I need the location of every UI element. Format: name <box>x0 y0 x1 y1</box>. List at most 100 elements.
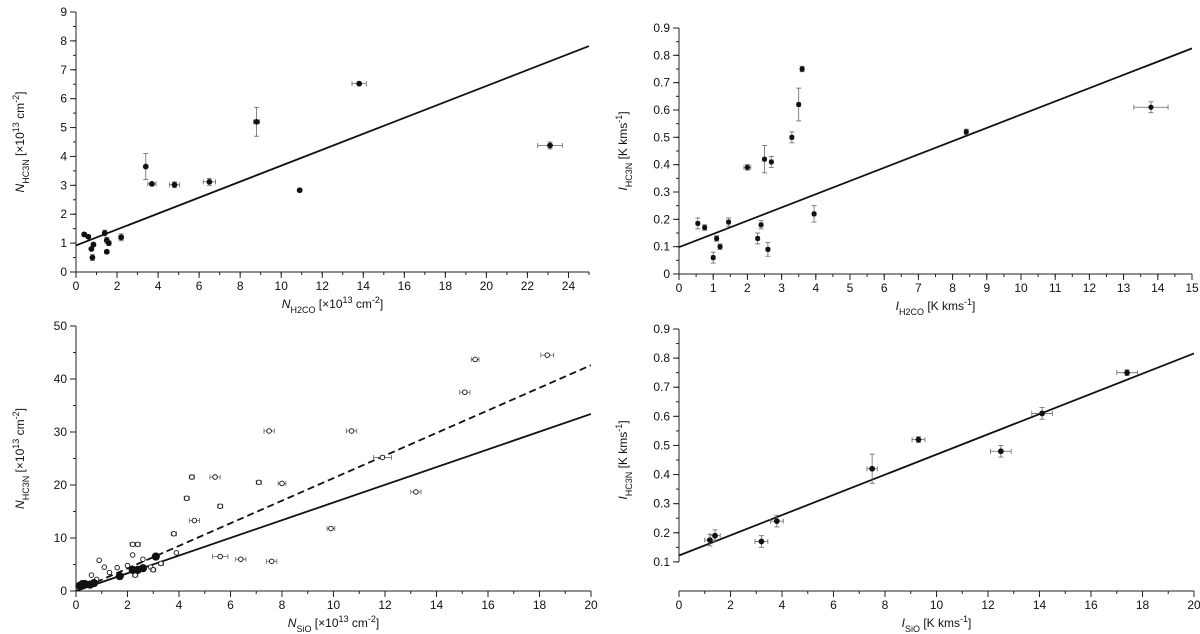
x-tick-label: 12 <box>981 598 995 612</box>
y-tick-label: 0.6 <box>653 409 670 423</box>
data-point <box>151 552 160 561</box>
x-tick-label: 8 <box>882 598 889 612</box>
filled-marker <box>89 578 99 588</box>
x-tick-label: 22 <box>521 279 535 293</box>
data-point <box>470 356 480 363</box>
label-unit: [K kms <box>616 432 630 472</box>
solid-fit-line <box>679 47 1192 249</box>
open-marker <box>88 572 95 578</box>
x-tick-label: 6 <box>830 598 837 612</box>
x-tick-label: 8 <box>279 598 286 612</box>
data-point <box>106 569 113 576</box>
label-exp: -1 <box>614 424 624 432</box>
data-point <box>459 389 471 396</box>
x-axis-title: NH2CO [×1013 cm-2] <box>282 295 383 315</box>
data-point <box>114 564 120 571</box>
x-tick-label: 12 <box>316 279 330 293</box>
x-axis-title: IH2CO [K kms-1] <box>896 297 976 317</box>
data-point <box>134 541 141 548</box>
open-marker <box>140 556 146 562</box>
label-exp2: -2 <box>368 614 376 624</box>
data-point <box>345 428 358 434</box>
x-tick-label: 14 <box>1151 281 1165 295</box>
x-tick-label: 12 <box>1083 281 1097 295</box>
y-tick-label: 7 <box>60 63 67 77</box>
x-axis-title: ISiO [K kms-1] <box>902 614 972 634</box>
label-exp: 13 <box>11 122 21 132</box>
filled-marker <box>206 178 213 185</box>
data-point <box>743 164 752 171</box>
data-point <box>811 205 817 223</box>
label-sym: N <box>288 616 297 630</box>
label-exp2: -2 <box>11 95 21 103</box>
data-point <box>255 479 262 486</box>
filled-marker <box>707 537 713 543</box>
x-tick-label: 18 <box>1136 598 1150 612</box>
filled-marker <box>725 219 732 225</box>
data-point <box>725 217 732 227</box>
data-point <box>253 106 261 137</box>
x-tick-label: 4 <box>176 598 183 612</box>
open-marker <box>217 553 223 560</box>
x-tick-label: 8 <box>237 279 244 293</box>
filled-marker <box>1039 410 1045 417</box>
data-point <box>138 564 148 573</box>
y-tick-label: 3 <box>60 178 67 192</box>
x-tick-label: 11 <box>1049 281 1062 295</box>
open-marker <box>129 541 136 548</box>
open-marker <box>544 352 550 358</box>
y-axis-title: IHC3N [K kms-1] <box>614 420 634 499</box>
y-tick-label: 0.4 <box>653 468 670 482</box>
data-point <box>1031 407 1053 420</box>
filled-marker <box>101 230 108 236</box>
y-tick-label: 0 <box>60 584 67 598</box>
label-sym: I <box>896 299 900 313</box>
x-axis-title: NSiO [×1013 cm-2] <box>288 614 379 634</box>
y-tick-label: 4 <box>60 149 67 163</box>
y-tick-label: 0.2 <box>653 526 670 540</box>
x-tick-label: 20 <box>584 598 598 612</box>
y-tick-label: 9 <box>60 5 67 19</box>
x-tick-label: 4 <box>779 598 786 612</box>
filled-marker <box>714 235 720 242</box>
label-tail: ] <box>972 299 975 313</box>
data-point <box>96 557 102 564</box>
label-sym: I <box>616 496 630 500</box>
y-tick-label: 10 <box>54 531 68 545</box>
y-tick-label: 0.4 <box>653 158 670 172</box>
label-tail: ] <box>380 297 383 311</box>
label-sym: N <box>13 183 27 192</box>
data-point <box>911 436 926 443</box>
label-exp: 13 <box>343 295 353 305</box>
open-marker <box>114 564 120 571</box>
x-tick-label: 10 <box>930 598 944 612</box>
filled-marker <box>768 159 774 165</box>
y-axis-title: IHC3N [K kms-1] <box>614 111 634 190</box>
label-unit: [×10 <box>13 132 27 159</box>
panel-b: 0 1 2 3 4 5 6 7 8 9 10 11 12 13 14 1500.10.20.30.40.50.… <box>614 21 1199 317</box>
filled-marker <box>296 187 303 194</box>
label-tail: ] <box>616 111 630 114</box>
filled-marker <box>773 518 780 525</box>
label-exp: -1 <box>960 614 968 624</box>
data-point <box>266 558 278 565</box>
data-point <box>81 231 88 238</box>
x-tick-label: 8 <box>949 281 956 295</box>
y-tick-label: 0.1 <box>653 240 670 254</box>
label-exp2: -2 <box>11 411 21 419</box>
data-point <box>695 217 701 230</box>
label-unit: [×10 <box>315 297 342 311</box>
filled-marker <box>755 235 761 242</box>
x-tick-label: 1 <box>710 281 717 295</box>
y-tick-label: 0.6 <box>653 103 670 117</box>
y-tick-label: 0.1 <box>653 555 670 569</box>
open-marker <box>129 552 136 558</box>
filled-marker <box>547 142 553 149</box>
data-point <box>89 578 99 588</box>
filled-marker <box>142 163 149 170</box>
solid-fit-line <box>76 45 589 247</box>
x-tick-label: 5 <box>847 281 854 295</box>
open-marker <box>217 503 223 509</box>
data-point <box>1133 101 1169 114</box>
